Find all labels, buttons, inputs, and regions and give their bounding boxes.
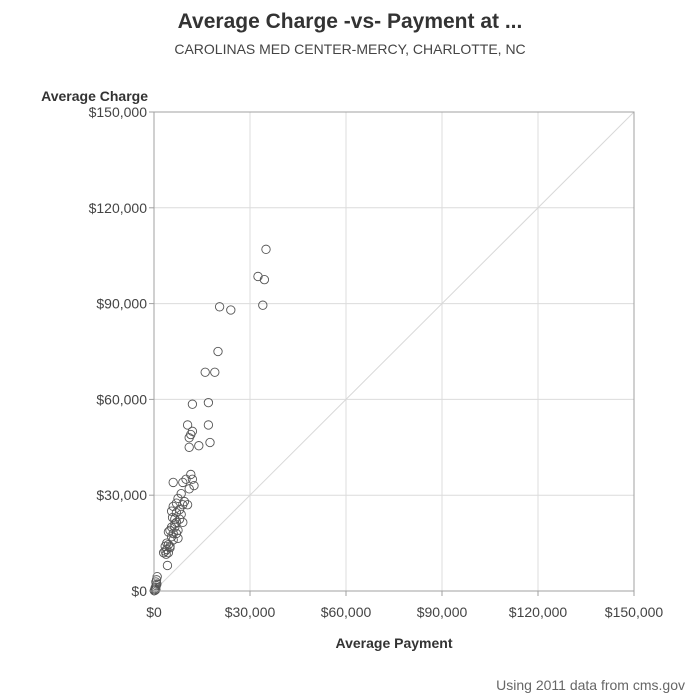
x-tick-label: $150,000: [605, 604, 664, 620]
x-tick-label: $30,000: [225, 604, 276, 620]
x-tick-label: $0: [146, 604, 162, 620]
data-point: [170, 519, 180, 529]
data-point: [162, 560, 173, 571]
data-point: [186, 469, 196, 480]
data-point: [168, 535, 178, 545]
data-point: [194, 441, 204, 451]
y-tick-label: $90,000: [96, 296, 147, 312]
data-point: [184, 484, 194, 494]
data-point: [167, 512, 178, 523]
data-point: [168, 477, 178, 488]
data-points: [149, 244, 271, 596]
data-point: [187, 399, 198, 409]
data-point: [178, 477, 188, 488]
y-axis-ticks: $0 $30,000 $60,000 $90,000 $120,000 $150,000: [89, 104, 154, 599]
x-tick-label: $90,000: [417, 604, 468, 620]
x-axis-ticks: $0 $30,000 $60,000 $90,000 $120,000 $150,000: [146, 591, 663, 620]
y-tick-label: $60,000: [96, 391, 147, 407]
data-point: [158, 548, 169, 558]
data-point: [173, 493, 183, 504]
data-point: [174, 514, 185, 524]
data-point: [171, 498, 182, 508]
data-point: [205, 437, 215, 448]
data-point: [186, 429, 196, 440]
y-tick-label: $120,000: [89, 200, 148, 216]
reference-diagonal-line: [153, 111, 635, 592]
data-point: [181, 474, 191, 484]
data-point: [200, 367, 210, 377]
data-point: [210, 367, 220, 377]
data-point: [258, 300, 268, 310]
data-point: [226, 305, 236, 315]
plot-frame: [153, 111, 635, 592]
data-point: [203, 420, 214, 430]
data-point: [165, 525, 175, 535]
data-point: [189, 480, 199, 491]
data-point: [173, 533, 183, 543]
chart-title: Average Charge -vs- Payment at ...: [178, 10, 523, 33]
data-point: [213, 346, 223, 357]
y-tick-label: $30,000: [96, 487, 147, 503]
data-point: [253, 271, 263, 282]
data-point: [170, 522, 180, 532]
data-point: [182, 420, 193, 430]
data-point: [214, 302, 225, 312]
grid-lines: [154, 112, 634, 591]
y-tick-label: $0: [131, 583, 147, 599]
data-point: [176, 488, 186, 499]
source-footnote: Using 2011 data from cms.gov: [496, 677, 685, 693]
chart-subtitle: CAROLINAS MED CENTER-MERCY, CHARLOTTE, N…: [174, 41, 525, 57]
x-tick-label: $60,000: [321, 604, 372, 620]
y-tick-label: $150,000: [89, 104, 148, 120]
data-point: [152, 571, 162, 582]
data-point: [259, 274, 270, 285]
data-point: [163, 548, 174, 558]
x-tick-label: $120,000: [509, 604, 568, 620]
data-point: [261, 244, 271, 254]
data-point: [203, 397, 214, 408]
x-axis-title: Average Payment: [336, 635, 453, 651]
data-point: [184, 442, 194, 452]
data-point: [161, 549, 171, 559]
data-point: [151, 584, 161, 595]
data-point: [171, 528, 182, 539]
data-point: [163, 527, 174, 537]
data-point: [168, 501, 178, 512]
data-point: [166, 506, 177, 516]
data-point: [182, 500, 193, 510]
y-axis-title: Average Charge: [41, 88, 148, 104]
data-point: [187, 474, 198, 484]
